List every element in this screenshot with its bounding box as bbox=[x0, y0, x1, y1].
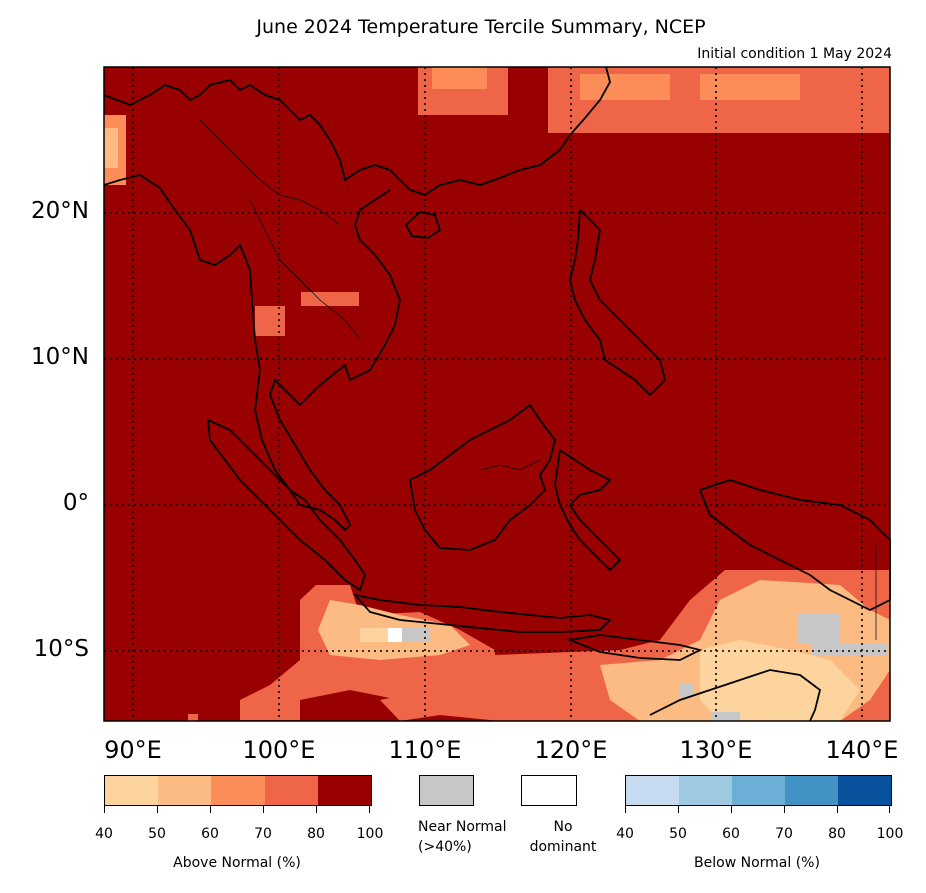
coast-borneo bbox=[409, 403, 556, 551]
lon-label-120e: 120°E bbox=[534, 736, 608, 764]
above-swatch-50-60 bbox=[158, 776, 212, 805]
tick-mark bbox=[784, 806, 785, 813]
below-swatch-50-60 bbox=[679, 776, 732, 805]
patch-north-east-3 bbox=[700, 74, 800, 100]
above-swatch-70-80 bbox=[264, 776, 318, 805]
above-tick-50: 50 bbox=[148, 826, 166, 842]
near-normal-label: Near Normal (>40%) bbox=[418, 819, 507, 855]
patch-near-normal-5 bbox=[712, 712, 740, 721]
graticule bbox=[104, 67, 890, 721]
patch-near-normal-4 bbox=[680, 684, 694, 698]
coast-sumatra bbox=[206, 418, 366, 592]
lon-label-110e: 110°E bbox=[388, 736, 462, 764]
tick-mark bbox=[889, 806, 890, 813]
lat-label-10n: 10°N bbox=[31, 344, 89, 370]
lon-label-140e: 140°E bbox=[825, 736, 899, 764]
below-tick-100: 100 bbox=[876, 826, 904, 842]
patch-west-2 bbox=[104, 128, 118, 168]
above-tick-40: 40 bbox=[95, 826, 113, 842]
tick-mark bbox=[731, 806, 732, 813]
above-tick-100: 100 bbox=[356, 826, 384, 842]
tick-mark bbox=[210, 806, 211, 813]
tick-mark bbox=[104, 806, 105, 813]
above-tick-70: 70 bbox=[254, 826, 272, 842]
above-normal-label: Above Normal (%) bbox=[173, 855, 301, 871]
lat-label-0: 0° bbox=[62, 490, 89, 516]
below-tick-50: 50 bbox=[669, 826, 687, 842]
border-3 bbox=[479, 459, 541, 471]
patch-north-east-2 bbox=[580, 74, 670, 100]
swatch-no-dominant bbox=[521, 775, 577, 806]
patch-north-sea-2 bbox=[432, 67, 487, 89]
below-tick-80: 80 bbox=[828, 826, 846, 842]
lon-label-90e: 90°E bbox=[104, 736, 162, 764]
below-swatch-40-50 bbox=[626, 776, 679, 805]
patch-no-dominant bbox=[388, 628, 402, 642]
patch-south-east-3 bbox=[700, 640, 860, 721]
map-frame bbox=[103, 66, 891, 722]
lat-label-20n: 20°N bbox=[31, 198, 89, 224]
patch-near-normal-1 bbox=[402, 628, 430, 642]
colorbar-below bbox=[625, 775, 892, 806]
lon-label-130e: 130°E bbox=[679, 736, 753, 764]
tick-mark bbox=[837, 806, 838, 813]
tick-mark bbox=[157, 806, 158, 813]
swatch-near-normal bbox=[419, 775, 474, 806]
coast-java bbox=[352, 593, 612, 633]
lat-label-10s: 10°S bbox=[33, 636, 89, 662]
patch-sw bbox=[188, 714, 198, 721]
border-2 bbox=[249, 199, 361, 341]
below-normal-label: Below Normal (%) bbox=[694, 855, 820, 871]
tick-mark bbox=[625, 806, 626, 813]
tick-mark bbox=[678, 806, 679, 813]
above-swatch-40-50 bbox=[105, 776, 159, 805]
lon-label-100e: 100°E bbox=[242, 736, 316, 764]
coast-new-guinea bbox=[698, 479, 891, 612]
colorbar-above bbox=[104, 775, 372, 806]
above-swatch-60-70 bbox=[211, 776, 265, 805]
no-dominant-label: No dominant bbox=[529, 819, 597, 855]
map-subtitle: Initial condition 1 May 2024 bbox=[697, 46, 892, 62]
tick-mark bbox=[316, 806, 317, 813]
below-tick-60: 60 bbox=[722, 826, 740, 842]
map-title: June 2024 Temperature Tercile Summary, N… bbox=[256, 16, 706, 38]
borders bbox=[199, 119, 877, 640]
below-tick-70: 70 bbox=[775, 826, 793, 842]
border-1 bbox=[199, 119, 341, 226]
coast-hainan bbox=[404, 211, 442, 239]
coast-indochina bbox=[103, 174, 401, 532]
below-swatch-70-80 bbox=[785, 776, 838, 805]
coast-australia bbox=[649, 669, 822, 722]
tick-mark bbox=[369, 806, 370, 813]
coast-lesser-sunda bbox=[566, 634, 703, 661]
prob-patches bbox=[104, 67, 890, 721]
tick-mark bbox=[263, 806, 264, 813]
patch-laos bbox=[301, 292, 359, 306]
coast-asia-north bbox=[103, 66, 611, 196]
above-tick-60: 60 bbox=[201, 826, 219, 842]
above-swatch-80-100 bbox=[317, 776, 372, 805]
above-tick-80: 80 bbox=[307, 826, 325, 842]
below-swatch-60-70 bbox=[732, 776, 785, 805]
patch-near-normal-2 bbox=[797, 613, 839, 643]
patch-near-normal-3 bbox=[812, 643, 887, 655]
coast-sulawesi bbox=[554, 448, 622, 572]
below-swatch-80-100 bbox=[838, 776, 891, 805]
below-tick-40: 40 bbox=[616, 826, 634, 842]
patch-thailand bbox=[255, 306, 285, 336]
